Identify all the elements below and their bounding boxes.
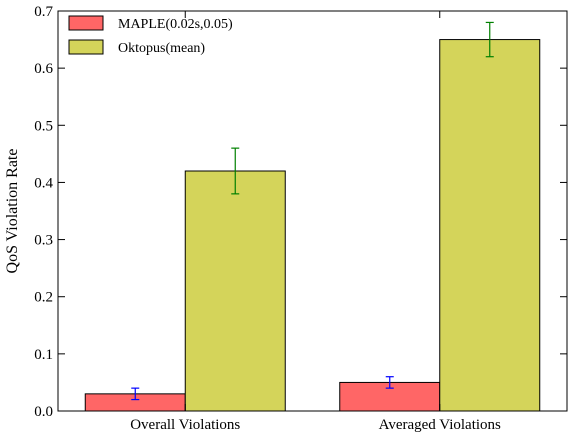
y-axis-label: QoS Violation Rate <box>4 149 21 274</box>
legend: MAPLE(0.02s,0.05) Oktopus(mean) <box>68 15 233 56</box>
y-tick-label: 0.6 <box>34 61 53 77</box>
y-tick-label: 0.1 <box>34 347 53 363</box>
legend-swatch-0 <box>68 15 104 31</box>
y-tick-label: 0.5 <box>34 118 53 134</box>
y-tick-label: 0.7 <box>34 4 53 20</box>
bar-oktopus-0 <box>184 170 286 412</box>
bars-layer <box>84 39 541 412</box>
x-tick-label: Overall Violations <box>130 417 240 433</box>
x-axis: Overall Violations Averaged Violations <box>130 11 501 433</box>
y-tick-label: 0.2 <box>34 290 53 306</box>
y-tick-label: 0.3 <box>34 233 53 249</box>
y-tick-label: 0.0 <box>34 404 53 420</box>
legend-label-0: MAPLE(0.02s,0.05) <box>118 17 233 32</box>
legend-swatch-1 <box>68 39 104 55</box>
errorbars-layer <box>131 21 494 401</box>
y-axis: 0.0 0.1 0.2 0.3 0.4 0.5 0.6 0.7 <box>34 4 567 420</box>
plot-frame <box>57 10 568 412</box>
bar-oktopus-1 <box>439 39 541 412</box>
y-tick-label: 0.4 <box>34 175 53 191</box>
legend-label-1: Oktopus(mean) <box>118 41 205 56</box>
x-tick-label: Averaged Violations <box>379 417 501 433</box>
